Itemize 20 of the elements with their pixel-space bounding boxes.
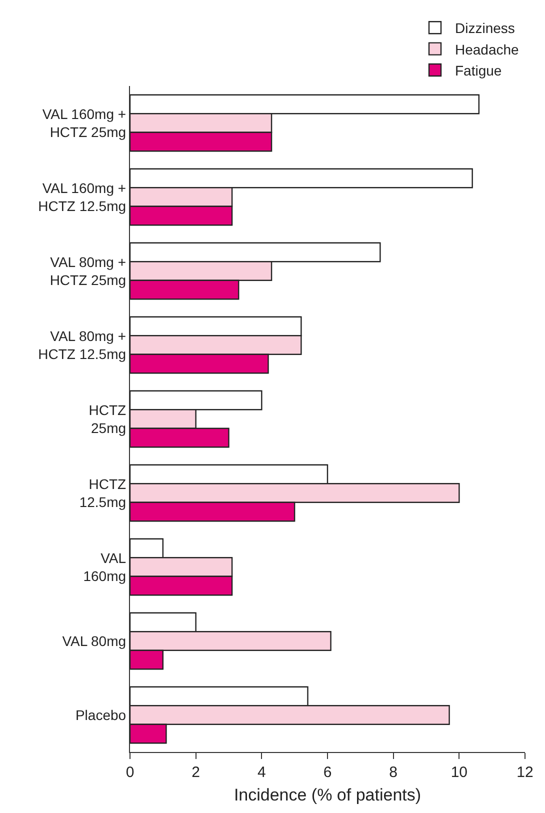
y-tick-label: VAL 80mg	[62, 632, 126, 649]
y-tick-label: VAL 80mg + HCTZ 12.5mg	[38, 328, 126, 362]
y-tick-label: VAL 160mg + HCTZ 25mg	[42, 106, 126, 140]
x-tick-label: 8	[389, 764, 398, 782]
y-tick-label: VAL 80mg + HCTZ 25mg	[50, 254, 126, 288]
y-tick-label: VAL 160mg + HCTZ 12.5mg	[38, 180, 126, 214]
x-tick-label: 0	[126, 764, 134, 782]
y-tick-label: HCTZ 25mg	[88, 402, 126, 436]
x-tick-label: 12	[516, 764, 534, 782]
legend-label: Dizziness	[455, 20, 515, 36]
y-tick-label: HCTZ 12.5mg	[79, 476, 126, 510]
legend-label: Fatigue	[455, 62, 502, 78]
x-tick-label: 2	[192, 764, 200, 782]
x-tick-label: 6	[323, 764, 332, 782]
x-axis-title: Incidence (% of patients)	[234, 786, 422, 805]
y-tick-label: Placebo	[75, 706, 126, 723]
y-tick-label: VAL 160mg	[83, 550, 126, 584]
x-tick-label: 4	[258, 764, 266, 782]
legend-label: Headache	[455, 41, 520, 58]
x-tick-label: 10	[450, 764, 468, 782]
